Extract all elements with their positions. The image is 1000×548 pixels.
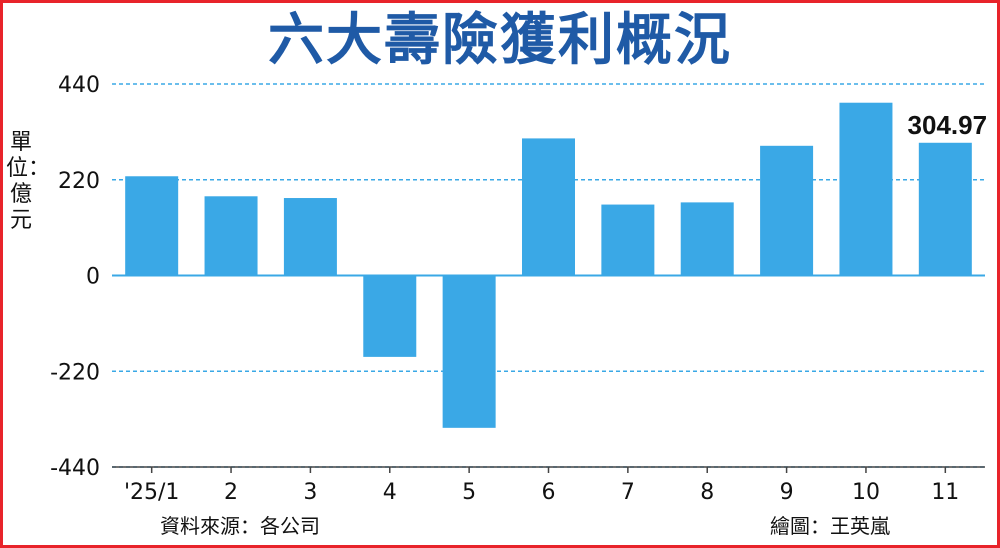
bar bbox=[839, 102, 893, 276]
x-tick-label: 2 bbox=[224, 480, 238, 505]
graphic-credit: 繪圖：王英嵐 bbox=[770, 514, 890, 538]
x-tick-label: 7 bbox=[621, 480, 635, 505]
x-tick-label: 10 bbox=[852, 480, 880, 505]
x-tick-label: '25/1 bbox=[124, 480, 179, 505]
bar bbox=[522, 138, 575, 276]
x-tick-label: 8 bbox=[700, 480, 714, 505]
bar bbox=[283, 198, 337, 276]
x-tick-label: 6 bbox=[542, 480, 556, 505]
bar bbox=[204, 196, 258, 276]
bar bbox=[760, 145, 814, 276]
bar-value-label: 304.97 bbox=[908, 110, 988, 140]
y-tick-label: -220 bbox=[50, 360, 100, 385]
y-tick-label: -440 bbox=[50, 456, 100, 481]
bar bbox=[363, 275, 417, 357]
y-tick-label: 0 bbox=[86, 265, 100, 290]
x-tick-label: 4 bbox=[383, 480, 397, 505]
y-tick-label: 220 bbox=[58, 169, 100, 194]
y-tick-label: 440 bbox=[58, 73, 100, 98]
x-tick-label: 9 bbox=[780, 480, 794, 505]
bar bbox=[918, 142, 972, 276]
x-tick-label: 3 bbox=[303, 480, 317, 505]
data-source-note: 資料來源：各公司 bbox=[160, 514, 320, 538]
x-tick-label: 11 bbox=[931, 480, 959, 505]
bar bbox=[125, 176, 179, 276]
bar bbox=[680, 202, 734, 276]
bar bbox=[442, 275, 496, 428]
chart-title: 六大壽險獲利概況 bbox=[268, 8, 732, 73]
bar bbox=[601, 204, 655, 276]
x-tick-label: 5 bbox=[462, 480, 476, 505]
